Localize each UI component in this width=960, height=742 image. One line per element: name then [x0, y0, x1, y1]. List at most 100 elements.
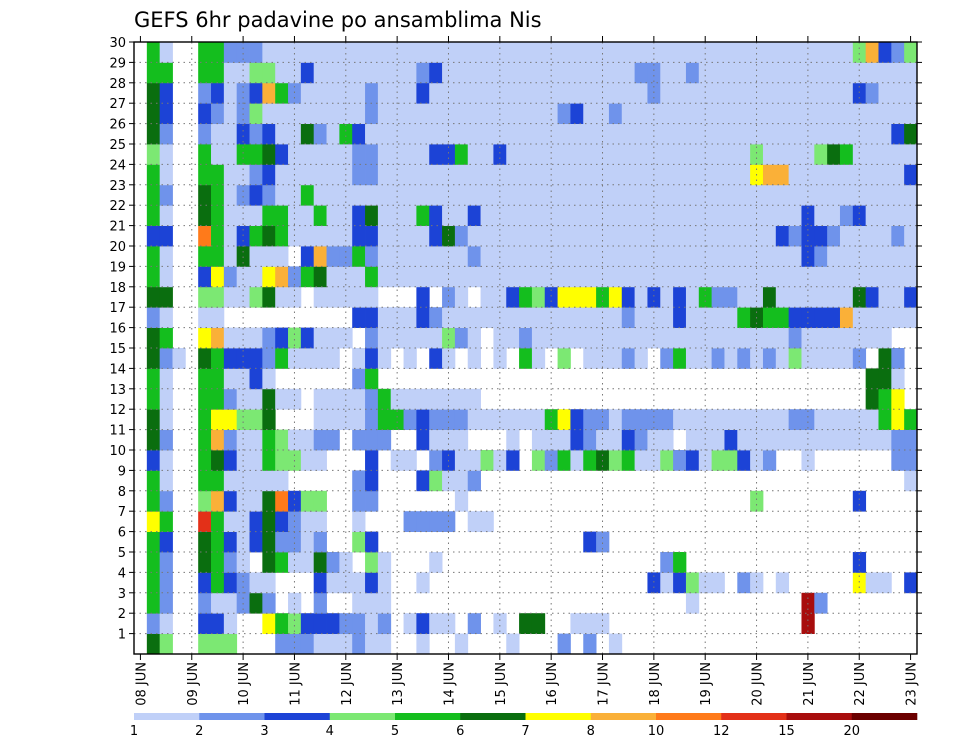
heatmap-cell	[403, 184, 417, 206]
heatmap-cell	[737, 327, 751, 349]
heatmap-cell	[711, 307, 725, 328]
heatmap-cell	[313, 613, 327, 634]
heatmap-cell	[634, 205, 648, 226]
heatmap-cell	[223, 450, 238, 471]
heatmap-cell	[429, 42, 443, 63]
heatmap-cell	[416, 42, 430, 63]
heatmap-cell	[365, 409, 379, 430]
heatmap-cell	[454, 450, 469, 471]
heatmap-cell	[454, 184, 469, 206]
y-tick-label: 22	[109, 199, 126, 214]
heatmap-cell	[236, 429, 250, 451]
heatmap-cell	[313, 348, 327, 369]
heatmap-cell	[480, 62, 494, 84]
heatmap-cell	[249, 184, 263, 206]
heatmap-cell	[544, 246, 558, 267]
heatmap-cell	[339, 62, 353, 84]
heatmap-cell	[865, 368, 879, 390]
heatmap-cell	[211, 307, 225, 328]
heatmap-cell	[416, 286, 430, 308]
heatmap-cell	[223, 531, 238, 553]
heatmap-cell	[570, 266, 584, 288]
heatmap-cell	[634, 184, 648, 206]
heatmap-cell	[198, 62, 212, 84]
heatmap-cell	[365, 450, 379, 471]
heatmap-cell	[519, 184, 533, 206]
heatmap-cell	[403, 103, 417, 124]
heatmap-cell	[403, 388, 417, 410]
heatmap-cell	[685, 307, 700, 328]
heatmap-cell	[172, 348, 186, 369]
heatmap-cell	[365, 388, 379, 410]
heatmap-cell	[711, 429, 725, 451]
heatmap-cell	[313, 103, 327, 124]
heatmap-cell	[352, 144, 366, 165]
heatmap-cell	[211, 531, 225, 553]
heatmap-cell	[288, 327, 302, 349]
heatmap-cell	[711, 205, 725, 226]
heatmap-cell	[249, 62, 263, 84]
heatmap-cell	[852, 286, 867, 308]
heatmap-cell	[519, 348, 533, 369]
heatmap-cell	[519, 286, 533, 308]
heatmap-cell	[198, 368, 212, 390]
heatmap-cell	[442, 348, 456, 369]
heatmap-cell	[596, 531, 610, 553]
heatmap-cell	[288, 42, 302, 63]
heatmap-cell	[198, 123, 212, 145]
heatmap-cell	[570, 42, 584, 63]
heatmap-cell	[852, 123, 867, 145]
heatmap-cell	[467, 184, 481, 206]
heatmap-cell	[275, 246, 289, 267]
heatmap-cell	[865, 266, 879, 288]
heatmap-cell	[442, 470, 456, 492]
heatmap-cell	[904, 572, 918, 594]
heatmap-cell	[159, 592, 173, 614]
heatmap-cell	[236, 286, 250, 308]
y-tick-label: 9	[118, 464, 126, 479]
heatmap-cell	[223, 82, 238, 104]
heatmap-cell	[146, 490, 161, 512]
heatmap-cell	[223, 552, 238, 573]
heatmap-cell	[211, 286, 225, 308]
heatmap-cell	[313, 572, 327, 594]
heatmap-cell	[211, 572, 225, 594]
heatmap-cell	[570, 225, 584, 247]
colorbar-label: 6	[456, 724, 464, 739]
heatmap-cell	[146, 409, 161, 430]
heatmap-cell	[788, 42, 802, 63]
heatmap-cell	[223, 409, 238, 430]
heatmap-cell	[390, 62, 404, 84]
heatmap-cell	[467, 450, 481, 471]
heatmap-cell	[300, 490, 315, 512]
heatmap-cell	[352, 470, 366, 492]
heatmap-cell	[198, 613, 212, 634]
heatmap-cell	[352, 429, 366, 451]
heatmap-cell	[493, 613, 507, 634]
heatmap-cell	[852, 490, 867, 512]
heatmap-cell	[365, 266, 379, 288]
y-tick-label: 15	[109, 342, 126, 357]
heatmap-cell	[454, 266, 469, 288]
heatmap-cell	[275, 327, 289, 349]
heatmap-cell	[467, 388, 481, 410]
heatmap-cell	[198, 246, 212, 267]
heatmap-cell	[660, 164, 674, 186]
heatmap-cell	[275, 450, 289, 471]
heatmap-cell	[724, 184, 738, 206]
heatmap-cell	[454, 103, 469, 124]
heatmap-cell	[660, 184, 674, 206]
heatmap-cell	[262, 246, 276, 267]
heatmap-cell	[249, 572, 263, 594]
heatmap-cell	[313, 511, 327, 532]
heatmap-cells	[146, 42, 918, 655]
heatmap-cell	[660, 429, 674, 451]
heatmap-cell	[262, 42, 276, 63]
heatmap-cell	[352, 164, 366, 186]
heatmap-cell	[737, 266, 751, 288]
heatmap-cell	[596, 82, 610, 104]
heatmap-cell	[839, 123, 854, 145]
heatmap-cell	[377, 205, 392, 226]
heatmap-cell	[827, 266, 841, 288]
heatmap-cell	[275, 613, 289, 634]
